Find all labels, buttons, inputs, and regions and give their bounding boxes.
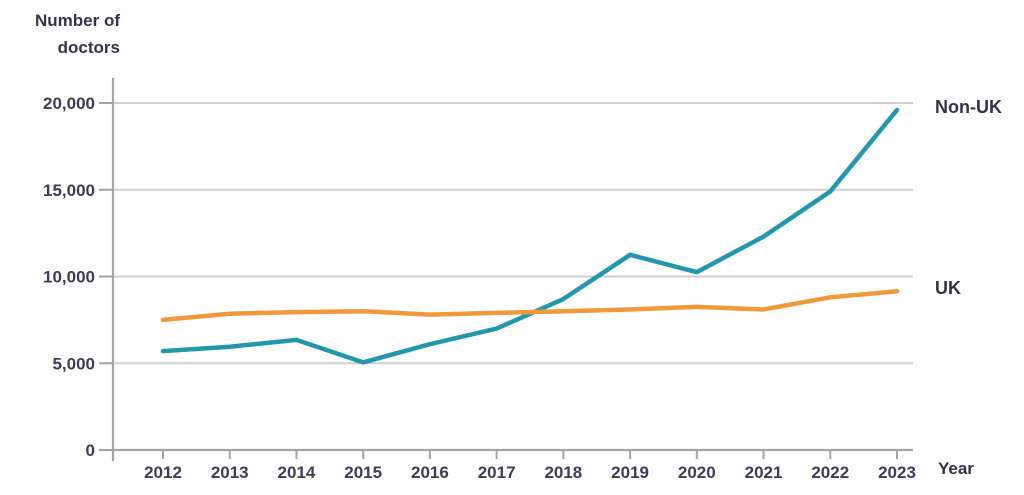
x-tick-label: 2017 (478, 463, 516, 482)
series-line-non-uk (160, 107, 900, 365)
x-tick-label: 2015 (344, 463, 382, 482)
x-tick-label: 2023 (878, 463, 916, 482)
y-tick-label: 10,000 (43, 268, 95, 287)
series-line-uk (160, 288, 900, 323)
x-tick-label: 2014 (278, 463, 316, 482)
x-tick-label: 2019 (611, 463, 649, 482)
x-axis-title: Year (938, 459, 974, 478)
x-tick-label: 2012 (144, 463, 182, 482)
x-tick-label: 2021 (745, 463, 783, 482)
x-tick-label: 2022 (811, 463, 849, 482)
x-tick-label: 2013 (211, 463, 249, 482)
y-axis-title: Number of doctors (35, 11, 120, 57)
y-tick-label: 20,000 (43, 94, 95, 113)
y-tick-label: 5,000 (52, 354, 95, 373)
x-tick-label: 2016 (411, 463, 449, 482)
series-label-non-uk: Non-UK (935, 97, 1002, 117)
x-tick-label: 2018 (544, 463, 582, 482)
series-label-uk: UK (935, 278, 961, 298)
x-tick-label: 2020 (678, 463, 716, 482)
y-tick-label: 15,000 (43, 181, 95, 200)
y-tick-label: 0 (86, 441, 95, 460)
